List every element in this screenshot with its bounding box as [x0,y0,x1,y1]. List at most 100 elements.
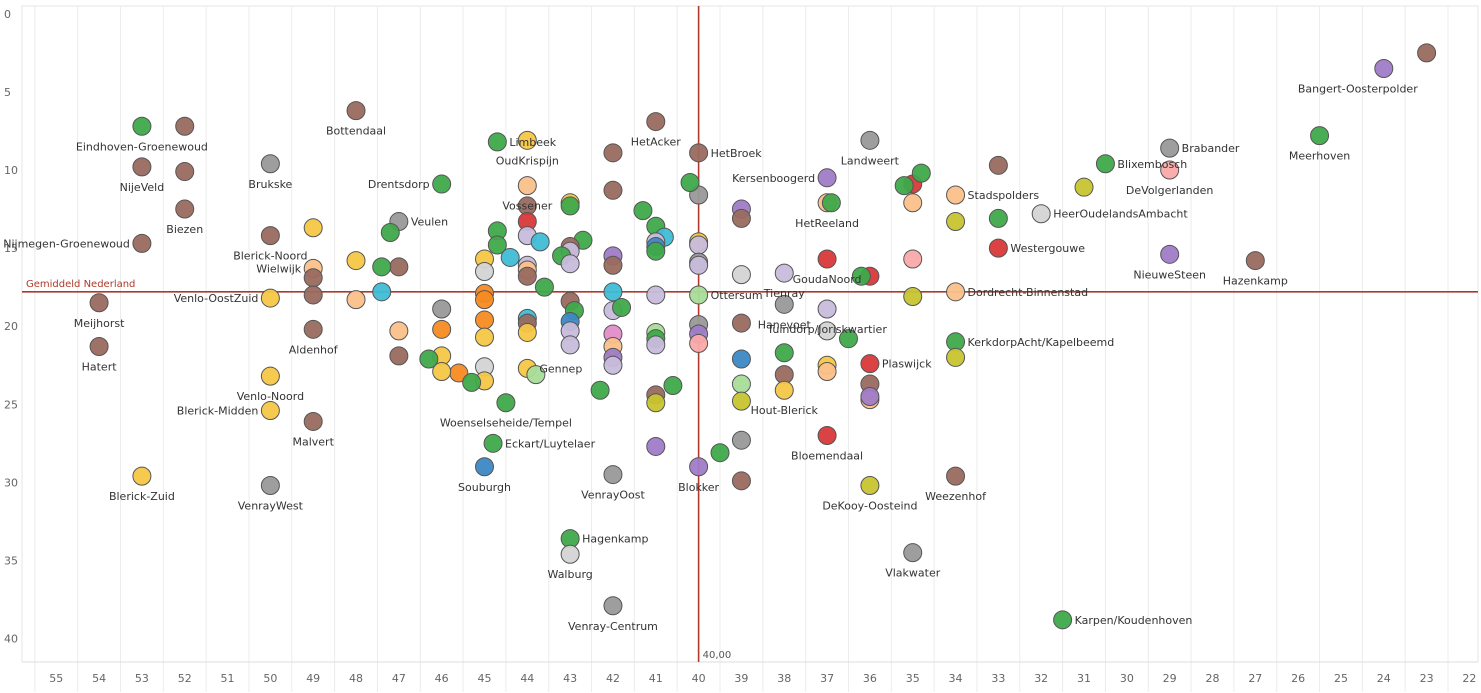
data-point [380,222,400,242]
data-point [560,544,580,564]
point-label: Drentsdorp [368,178,430,191]
x-tick-label: 48 [349,672,363,685]
y-tick-label: 10 [4,164,18,177]
point-label: Blerick-Noord [233,250,307,263]
data-point [432,174,452,194]
data-point [260,226,280,246]
x-tick-label: 36 [863,672,877,685]
data-point [689,333,709,353]
x-tick-label: 47 [392,672,406,685]
data-point [817,168,837,188]
point-label: Westergouwe [1010,242,1085,255]
point-label: Gennep [539,362,582,375]
point-label: Blokker [678,481,719,494]
x-tick-label: 35 [906,672,920,685]
data-point [860,386,880,406]
point-label: Hagenkamp [582,533,648,546]
reference-line-x-label: 40,00 [703,650,732,661]
data-point [689,255,709,275]
point-label: Nijmegen-Groenewoud [3,237,130,250]
data-point [462,372,482,392]
data-point [903,287,923,307]
data-point [817,299,837,319]
x-tick-label: 49 [306,672,320,685]
point-label: Blixembosch [1117,158,1187,171]
data-point [894,176,914,196]
data-point [175,162,195,182]
x-tick-label: 46 [435,672,449,685]
y-tick-label: 30 [4,476,18,489]
point-label: Malvert [292,435,334,448]
data-point [389,346,409,366]
point-label: Blerick-Midden [177,405,259,418]
data-point [487,235,507,255]
data-point [838,329,858,349]
data-point [372,282,392,302]
data-point [911,163,931,183]
x-tick-label: 52 [178,672,192,685]
point-label: DeKooy-Oosteind [822,500,917,513]
y-tick-label: 5 [4,86,11,99]
x-tick-label: 51 [221,672,235,685]
data-point [1310,126,1330,146]
point-label: HetBroek [711,147,763,160]
data-point [646,112,666,132]
x-tick-label: 38 [777,672,791,685]
point-label: Tienray [763,287,805,300]
data-point [89,336,109,356]
data-point [419,349,439,369]
data-point [303,411,323,431]
data-point [603,596,623,616]
data-point [132,233,152,253]
data-point [389,257,409,277]
data-point [526,365,546,385]
data-point [303,285,323,305]
point-label: Karpen/Koudenhoven [1075,614,1193,627]
x-tick-label: 25 [1334,672,1348,685]
data-point [474,290,494,310]
point-label: Meijhorst [74,317,125,330]
data-point [988,208,1008,228]
data-point [1160,160,1180,180]
data-point [530,232,550,252]
data-point [260,154,280,174]
data-point [817,321,837,341]
y-axis-ticks: 0 5 10 15 20 25 30 35 40 [4,8,18,646]
x-tick-label: 44 [520,672,534,685]
data-points [89,43,1437,630]
x-tick-label: 28 [1205,672,1219,685]
point-label: Venlo-Noord [237,390,304,403]
data-point [903,193,923,213]
x-tick-label: 29 [1163,672,1177,685]
point-label: OudKrispijn [496,154,559,167]
data-point [132,466,152,486]
data-point [646,241,666,261]
data-point [603,282,623,302]
data-point [689,285,709,305]
data-point [260,401,280,421]
data-point [260,366,280,386]
y-tick-label: 15 [4,242,18,255]
data-point [1245,251,1265,271]
point-label: Landweert [841,154,900,167]
x-tick-label: 27 [1248,672,1262,685]
data-point [517,130,537,150]
data-point [1374,58,1394,78]
point-label: HetAcker [631,136,681,149]
point-label: Hazenkamp [1223,275,1288,288]
data-point [731,265,751,285]
point-label: Limbeek [509,136,556,149]
y-tick-label: 25 [4,398,18,411]
data-point [817,249,837,269]
x-tick-label: 43 [563,672,577,685]
x-tick-label: 40 [692,672,706,685]
data-point [432,319,452,339]
data-point [612,297,632,317]
data-point [817,426,837,446]
data-point [633,201,653,221]
data-point [1095,154,1115,174]
data-point [175,199,195,219]
point-label: Venray-Centrum [568,620,658,633]
data-point [346,290,366,310]
